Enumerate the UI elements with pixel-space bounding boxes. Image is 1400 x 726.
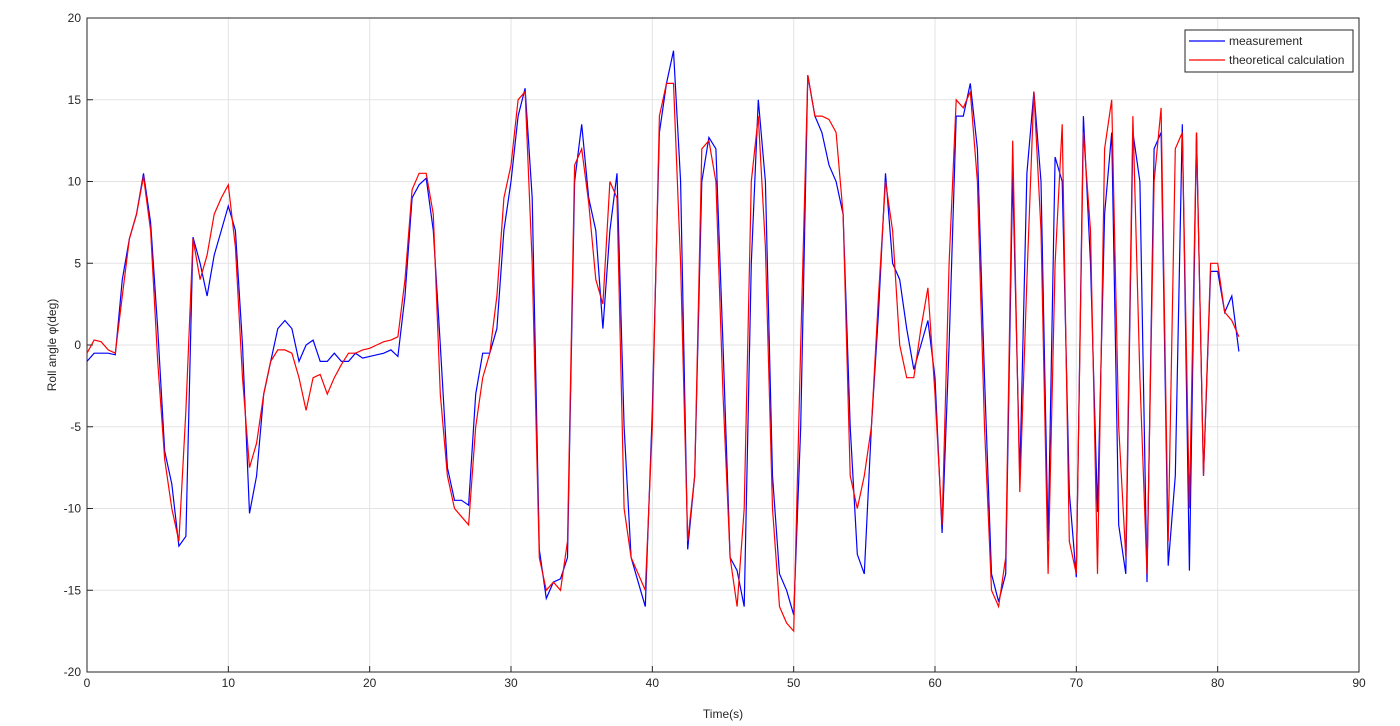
x-tick-label: 80 [1211,676,1225,690]
legend-label: theoretical calculation [1229,53,1344,67]
y-tick-label: 15 [68,93,82,107]
legend-box [1184,29,1354,73]
y-tick-label: 0 [74,338,81,352]
x-axis-label: Time(s) [703,707,743,721]
y-tick-label: 20 [68,11,82,25]
x-tick-label: 90 [1352,676,1366,690]
y-tick-label: -10 [64,502,82,516]
plot-frame [86,17,1360,673]
y-tick-label: -15 [64,583,82,597]
y-tick-label: -5 [70,420,81,434]
y-tick-label: -20 [64,665,82,679]
y-tick-label: 10 [68,175,82,189]
x-tick-label: 60 [928,676,942,690]
legend-label: measurement [1229,34,1303,48]
x-tick-label: 30 [504,676,518,690]
x-tick-label: 0 [84,676,91,690]
x-tick-label: 70 [1070,676,1084,690]
x-tick-label: 10 [222,676,236,690]
y-axis-label: Roll angle φ(deg) [45,299,59,392]
series-line [86,75,1240,633]
x-tick-label: 20 [363,676,377,690]
x-tick-label: 50 [787,676,801,690]
series-line [86,50,1240,615]
y-tick-label: 5 [74,256,81,270]
x-tick-label: 40 [646,676,660,690]
